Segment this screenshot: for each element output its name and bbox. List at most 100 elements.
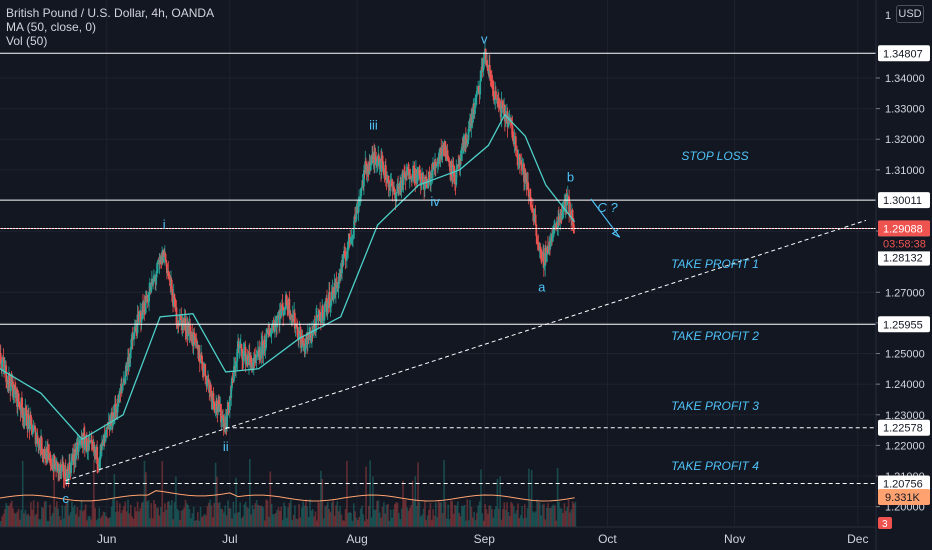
candle-body [3,358,6,375]
volume-bar [16,511,19,527]
volume-bar [121,510,124,527]
volume-bar [387,504,389,527]
candle-body [468,126,471,129]
volume-bar [406,507,408,527]
wave-label: a [538,280,546,295]
volume-bar [181,509,184,527]
candle-body [206,378,209,387]
volume-bar [222,512,225,527]
volume-bar [300,507,303,527]
candle-body [46,449,49,452]
volume-bar [485,509,488,527]
candle-body [283,310,286,312]
candle-body [393,190,396,195]
level-price-tag-background [878,192,930,209]
candle-body [500,102,503,118]
candle-body [412,165,415,168]
candle-body [18,401,21,407]
candle-body [360,188,363,197]
volume-bar [240,518,243,527]
volume-bar [6,505,9,527]
volume-bar [180,510,183,527]
currency-badge[interactable]: USD [896,5,924,23]
candle-body [540,248,542,255]
candle-body [427,180,430,189]
volume-bar [9,503,12,527]
candle-body [226,402,229,416]
candle-body [74,448,77,460]
candle-body [174,298,177,309]
candle-body [239,345,241,347]
volume-bar [247,508,250,527]
candle-body [540,254,543,257]
candle-body [286,304,289,306]
candle-body [318,310,321,313]
candle-body [437,161,440,163]
candle-body [338,273,341,281]
candle-body [432,163,435,167]
candle-body [421,172,424,181]
candle-body [491,84,494,88]
volume-bar [68,515,71,527]
volume-bar [232,501,235,527]
level-price-tag: 1.20756 [883,478,923,490]
price-tick-label: 1.25000 [885,349,925,361]
candle-body [193,332,196,335]
candle-body [535,224,538,236]
candle-body [40,437,43,453]
candle-body [486,60,488,66]
volume-bar [0,520,2,527]
volume-bar [376,500,378,527]
volume-bar [266,500,269,527]
volume-bar [54,506,57,527]
candle-body [98,459,101,463]
candle-body [440,155,443,157]
volume-bar [265,499,268,527]
volume-bar [147,500,150,527]
volume-bar [284,506,287,527]
candle-body [228,396,231,410]
volume-bar [53,470,55,527]
symbol-title[interactable]: British Pound / U.S. Dollar, 4h, OANDA [6,6,215,20]
candle-body [476,88,479,92]
volume-bar [426,515,429,527]
volume-bar [370,517,373,527]
candle-body [276,316,279,319]
price-tick-label: 1.20000 [885,502,925,514]
volume-bar [348,511,351,527]
volume-bar [540,515,542,527]
price-axis[interactable] [876,0,932,550]
volume-bar [400,508,403,527]
candle-body [483,56,486,58]
volume-bar [155,507,158,527]
volume-bar [146,501,148,527]
candle-body [466,139,469,145]
volume-bar [439,502,441,527]
candle-body [395,192,397,201]
volume-bar [43,501,46,527]
volume-bar [445,518,448,527]
candle-body [360,186,363,189]
candle-body [5,365,8,382]
candle-body [354,216,356,221]
volume-bar [149,518,151,527]
volume-bar [318,502,321,527]
candle-body [323,311,326,319]
ma-indicator-label[interactable]: MA (50, close, 0) [6,20,97,34]
volume-bar [342,520,344,527]
candle-body [147,301,150,303]
candle-body [344,256,347,259]
candle-body [99,445,102,460]
volume-bar [217,503,220,527]
candle-body [138,313,141,317]
candle-body [561,211,564,220]
volume-bar [65,501,68,527]
volume-bar [57,508,60,527]
moving-average-line [0,113,576,441]
candle-body [450,160,453,177]
volume-indicator-label[interactable]: Vol (50) [6,34,48,48]
candle-body [211,399,213,402]
support-trendline[interactable] [65,219,867,482]
candle-body [83,435,86,450]
